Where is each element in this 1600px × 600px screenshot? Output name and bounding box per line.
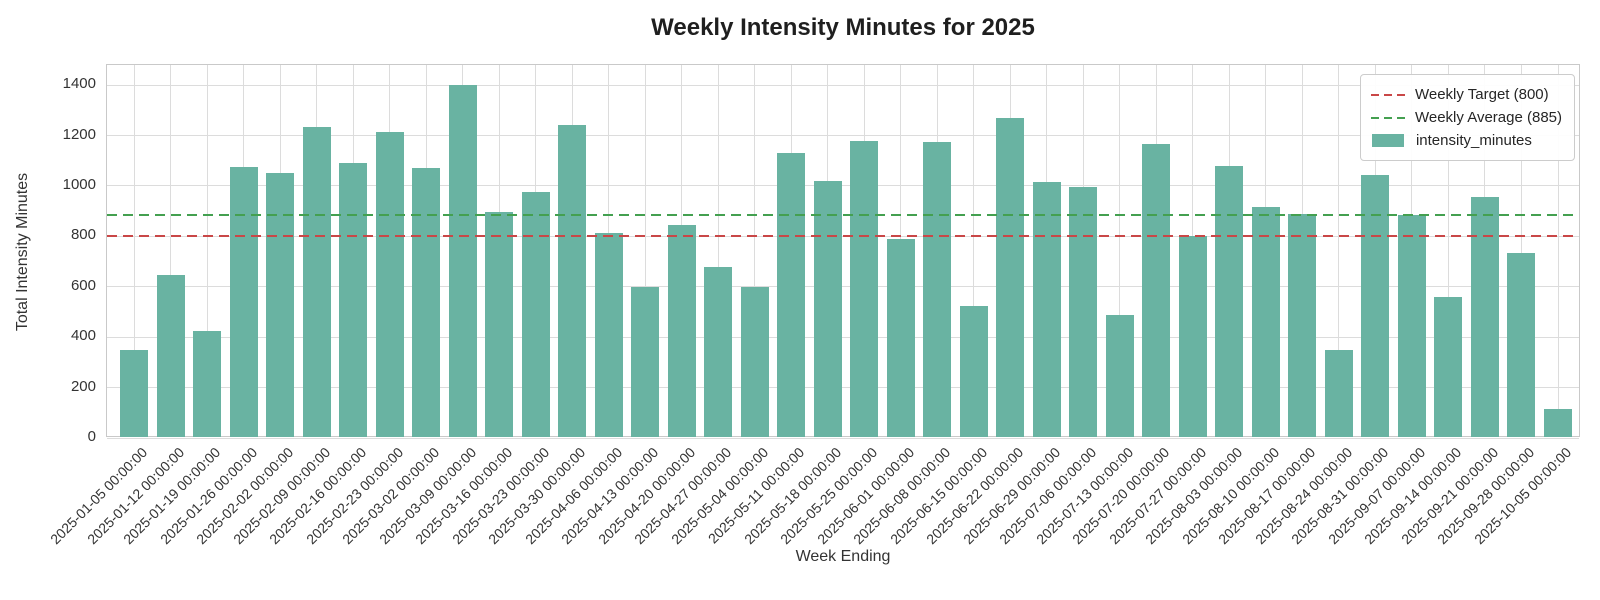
bar-2025-04-06 [594, 232, 623, 437]
bar-2025-06-15 [959, 305, 988, 437]
bar-2025-02-23 [375, 131, 404, 437]
legend-bar-swatch [1371, 134, 1404, 147]
y-tick-label: 1200 [62, 125, 96, 143]
chart-title: Weekly Intensity Minutes for 2025 [651, 14, 1035, 41]
gridline-vertical [1119, 65, 1121, 436]
bar-2025-06-01 [886, 238, 915, 437]
gridline-horizontal [107, 387, 1579, 389]
reference-line-average [107, 213, 1579, 216]
bar-2025-09-14 [1434, 296, 1463, 437]
gridline-vertical [170, 65, 171, 436]
bar-2025-03-02 [412, 168, 441, 437]
legend: Weekly Target (800) Weekly Average (885) i… [1359, 74, 1575, 161]
bar-2025-08-24 [1324, 349, 1353, 437]
bar-2025-09-07 [1397, 214, 1426, 437]
legend-dashed-line-sample [1370, 116, 1405, 119]
bar-2025-02-16 [339, 163, 368, 437]
bar-2025-03-30 [558, 125, 587, 437]
bar-2025-07-27 [1178, 236, 1207, 437]
bar-2025-06-29 [1032, 182, 1061, 437]
gridline-vertical [1447, 65, 1449, 436]
gridline-horizontal [107, 185, 1579, 187]
bar-2025-03-09 [448, 85, 477, 437]
bar-2025-08-31 [1361, 174, 1390, 437]
y-axis-title: Total Intensity Minutes [14, 172, 31, 332]
gridline-vertical [133, 65, 135, 436]
gridline-vertical [1520, 65, 1522, 436]
gridline-horizontal [107, 437, 1579, 439]
gridline-horizontal [107, 336, 1579, 338]
y-tick-label: 400 [70, 327, 96, 345]
bar-2025-08-10 [1251, 207, 1280, 437]
y-tick-label: 200 [70, 377, 96, 395]
gridline-vertical [717, 65, 719, 436]
y-tick-label: 1000 [62, 175, 96, 193]
plot-area [106, 64, 1580, 439]
legend-row: Weekly Target (800) [1370, 83, 1562, 106]
bar-2025-04-27 [704, 266, 733, 437]
bar-2025-05-04 [740, 286, 769, 437]
legend-label: intensity_minutes [1415, 132, 1532, 149]
bar-2025-02-09 [302, 126, 331, 437]
bar-2025-08-17 [1288, 213, 1317, 437]
legend-dashed-line-sample [1370, 93, 1405, 96]
bar-2025-02-02 [266, 173, 295, 437]
reference-line-target [107, 235, 1579, 238]
gridline-horizontal [107, 84, 1579, 86]
bar-2025-03-16 [485, 212, 514, 437]
gridline-vertical [973, 65, 975, 436]
bar-2025-10-05 [1544, 409, 1572, 437]
bar-2025-08-03 [1215, 165, 1244, 437]
gridline-vertical [206, 65, 208, 436]
gridline-vertical [1557, 65, 1559, 436]
legend-row: Weekly Average (885) [1370, 106, 1562, 129]
bar-2025-03-23 [521, 192, 550, 437]
bar-2025-07-13 [1105, 314, 1134, 437]
y-tick-label: 800 [70, 226, 96, 244]
x-axis-title: Week Ending [795, 548, 891, 565]
y-tick-label: 0 [87, 428, 96, 445]
bar-2025-01-05 [120, 349, 148, 437]
gridline-horizontal [107, 286, 1579, 288]
legend-label: Weekly Average (885) [1414, 109, 1562, 126]
legend-row: intensity_minutes [1371, 129, 1562, 152]
bar-2025-09-28 [1507, 252, 1536, 437]
bar-2025-04-20 [667, 225, 696, 437]
bar-2025-05-25 [850, 140, 879, 437]
y-tick-label: 600 [70, 276, 96, 294]
bar-2025-05-18 [813, 180, 842, 437]
bar-2025-05-11 [777, 153, 806, 437]
legend-label: Weekly Target (800) [1414, 86, 1549, 103]
bar-2025-07-06 [1069, 187, 1098, 437]
bar-2025-04-13 [631, 286, 660, 437]
y-tick-label: 1400 [62, 75, 96, 93]
bar-2025-01-26 [229, 167, 258, 437]
gridline-vertical [1338, 65, 1340, 436]
bar-2025-01-12 [156, 275, 185, 437]
gridline-horizontal [107, 135, 1579, 137]
gridline-vertical [644, 65, 646, 436]
bar-2025-09-21 [1470, 197, 1499, 437]
bar-2025-01-19 [193, 330, 222, 437]
bar-2025-07-20 [1142, 144, 1171, 437]
bar-2025-06-22 [996, 117, 1025, 437]
gridline-vertical [754, 65, 756, 436]
bar-2025-06-08 [923, 141, 952, 437]
